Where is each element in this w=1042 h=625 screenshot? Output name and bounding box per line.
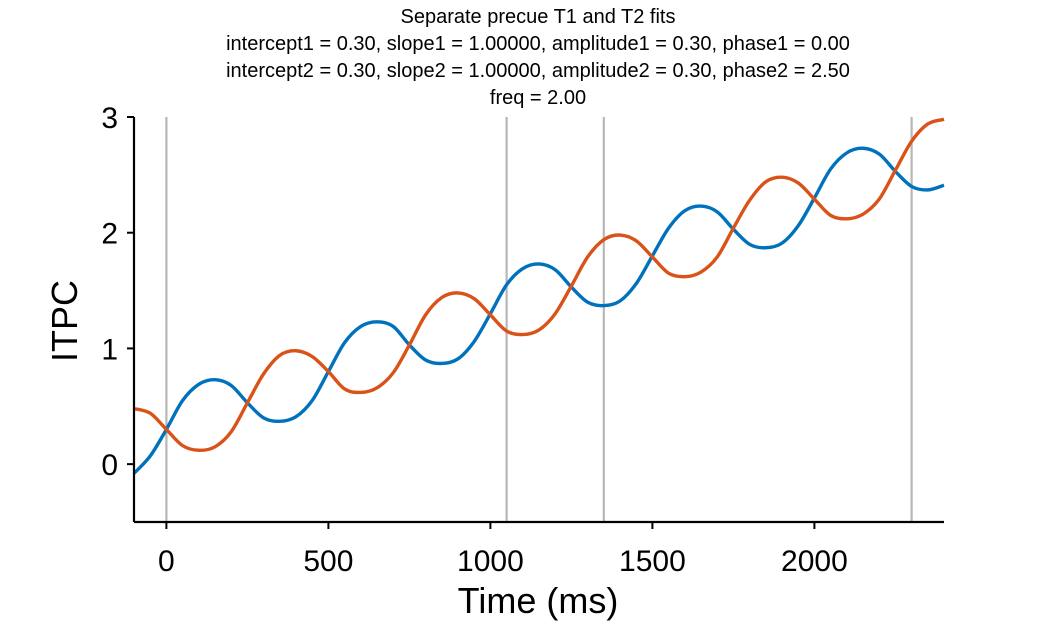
y-tick-label: 3 <box>101 102 118 135</box>
series-line-1 <box>133 117 945 452</box>
vertical-marker-lines <box>165 117 913 522</box>
chart-title: Separate precue T1 and T2 fits intercept… <box>226 6 850 109</box>
x-axis-label: Time (ms) <box>458 580 619 621</box>
x-tick-label: 1000 <box>457 545 524 578</box>
x-tick-label: 500 <box>303 545 353 578</box>
y-axis-label: ITPC <box>44 280 85 362</box>
title-line-3: intercept2 = 0.30, slope2 = 1.00000, amp… <box>226 60 850 82</box>
title-line-4: freq = 2.00 <box>490 87 586 109</box>
x-tick-label: 1500 <box>619 545 686 578</box>
series-group <box>132 117 945 475</box>
series-line-0 <box>132 146 945 475</box>
x-tick-label: 2000 <box>781 545 848 578</box>
y-ticks: 0 1 2 3 <box>101 102 134 482</box>
y-tick-label: 1 <box>101 333 118 366</box>
title-line-1: Separate precue T1 and T2 fits <box>401 6 676 28</box>
y-tick-label: 0 <box>101 449 118 482</box>
x-ticks: 0 500 1000 1500 2000 <box>158 522 848 578</box>
axes <box>132 117 944 524</box>
title-line-2: intercept1 = 0.30, slope1 = 1.00000, amp… <box>226 33 850 55</box>
y-tick-label: 2 <box>101 218 118 251</box>
x-tick-label: 0 <box>158 545 175 578</box>
